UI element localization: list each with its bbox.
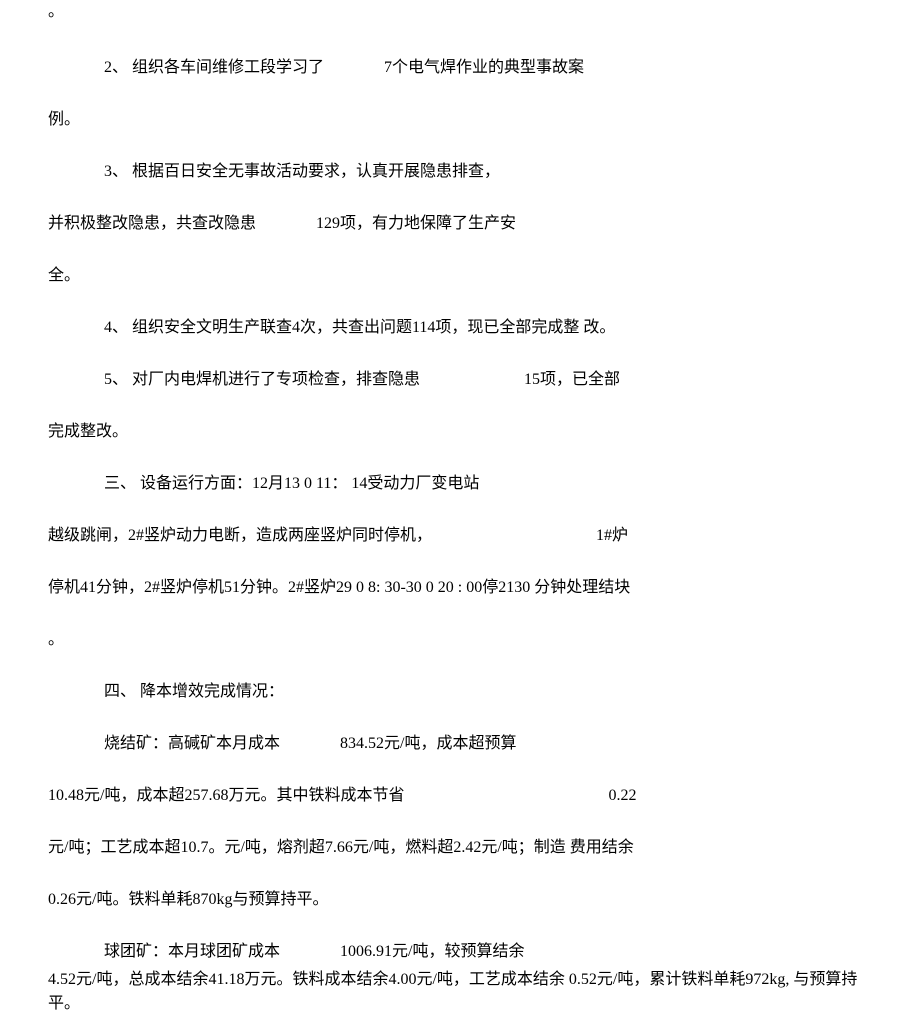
section3-line2-prefix: 越级跳闸，2#竖炉动力电断，造成两座竖炉同时停机，: [48, 527, 432, 544]
sinter-line4: 0.26元/吨。铁料单耗870kg与预算持平。: [48, 891, 328, 908]
pellet-line2: 4.52元/吨，总成本结余41.18万元。铁料成本结余4.00元/吨，工艺成本结…: [48, 971, 857, 1012]
section3-line3: 停机41分钟，2#竖炉停机51分钟。2#竖炉29 0 8: 30-30 0 20…: [48, 579, 630, 596]
item3-line2-prefix: 并积极整改隐患，共查改隐患: [48, 215, 256, 232]
item4-text: 4、 组织安全文明生产联查4次，共查出问题114项，现已全部完成整 改。: [104, 319, 615, 336]
item2-line2: 例。: [48, 111, 80, 128]
sinter-line1-suffix: 834.52元/吨，成本超预算: [340, 735, 516, 752]
item3-line3: 全。: [48, 267, 80, 284]
item5-line2: 完成整改。: [48, 423, 128, 440]
sinter-line2-prefix: 10.48元/吨，成本超257.68万元。其中铁料成本节省: [48, 787, 404, 804]
section3-line1: 三、 设备运行方面：12月13 0 11： 14受动力厂变电站: [104, 475, 479, 492]
sinter-line3: 元/吨；工艺成本超10.7。元/吨，熔剂超7.66元/吨，燃料超2.42元/吨；…: [48, 839, 634, 856]
section4-title: 四、 降本增效完成情况：: [104, 683, 284, 700]
top-punctuation: 。: [48, 3, 64, 20]
item3-line1: 3、 根据百日安全无事故活动要求，认真开展隐患排查，: [104, 163, 500, 180]
sinter-line1-prefix: 烧结矿：高碱矿本月成本: [104, 735, 280, 752]
sinter-line1-gap: [280, 735, 340, 752]
item5-line1-gap: [420, 371, 524, 388]
item5-line1-prefix: 5、 对厂内电焊机进行了专项检查，排查隐患: [104, 371, 420, 388]
item3-line2-gap: [256, 215, 316, 232]
item3-line2-suffix: 129项，有力地保障了生产安: [316, 215, 516, 232]
sinter-line2-gap: [404, 787, 608, 804]
item2-line1-suffix: 7个电气焊作业的典型事故案: [384, 59, 584, 76]
section3-line2-suffix: 1#炉: [596, 527, 628, 544]
item2-line1-prefix: 2、 组织各车间维修工段学习了: [104, 59, 324, 76]
pellet-line1-prefix: 球团矿：本月球团矿成本: [104, 943, 280, 960]
section3-line2-gap: [432, 527, 596, 544]
pellet-line1-suffix: 1006.91元/吨，较预算结余: [340, 943, 524, 960]
item2-line1-gap: [324, 59, 384, 76]
pellet-line1-gap: [280, 943, 340, 960]
section3-line4: 。: [48, 631, 64, 648]
sinter-line2-suffix: 0.22: [608, 787, 636, 804]
item5-line1-suffix: 15项，已全部: [524, 371, 620, 388]
